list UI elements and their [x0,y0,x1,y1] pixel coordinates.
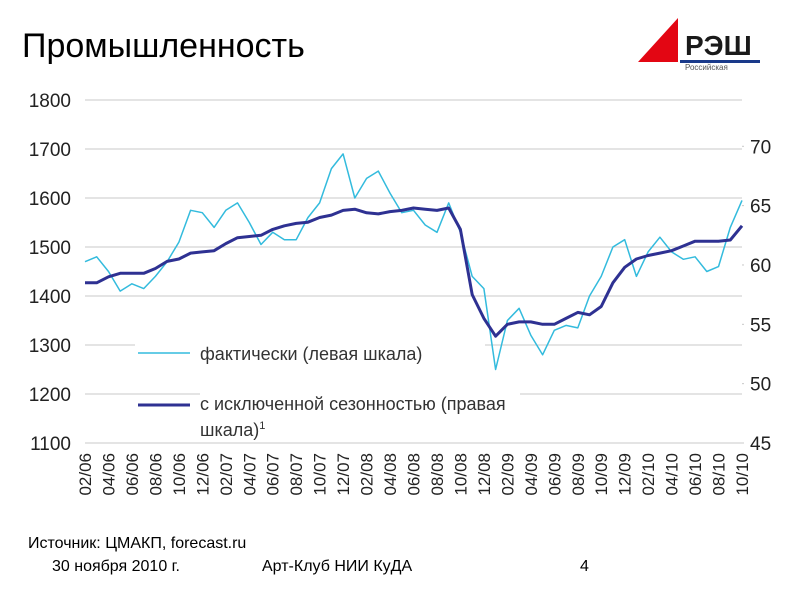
x-tick-label: 08/06 [146,453,165,496]
x-tick-label: 06/09 [545,453,564,496]
x-tick-label: 04/06 [99,453,118,496]
legend-note: 1 [259,420,266,432]
x-tick-label: 06/08 [405,453,424,496]
y-tick-label: 1600 [29,189,71,210]
y-tick-label: 1100 [30,434,71,455]
x-tick-label: 10/08 [451,453,470,496]
x-tick-label: 10/09 [592,453,611,496]
x-tick-label: 12/06 [193,453,212,496]
y-tick-label: 1300 [29,336,71,357]
x-tick-label: 06/07 [264,453,283,496]
x-tick-label: 12/07 [334,453,353,496]
x-tick-label: 08/09 [569,453,588,496]
y2-tick-label: 50 [750,375,771,396]
page-number: 4 [580,558,589,575]
y2-tick-label: 45 [750,434,771,455]
x-tick-label: 04/07 [240,453,259,496]
y2-tick-label: 65 [750,197,771,218]
y-tick-label: 1800 [29,91,71,112]
y-tick-label: 1200 [29,385,71,406]
series-line [85,206,744,338]
title: Промышленность [22,27,305,65]
x-tick-label: 04/09 [522,453,541,496]
source: Источник: ЦМАКП, forecast.ru [28,535,246,552]
y-tick-label: 1700 [29,140,71,161]
legend-entry: с исключенной сезонностью (правая шкала)… [200,393,520,441]
x-tick-label: 10/10 [733,453,752,496]
x-tick-label: 08/08 [428,453,447,496]
x-tick-label: 06/06 [123,453,142,496]
y2-tick-label: 70 [750,137,771,158]
x-tick-label: 02/10 [639,453,658,496]
x-tick-label: 02/07 [217,453,236,496]
y-tick-label: 1500 [29,238,71,259]
legend-label: с исключенной сезонностью (правая шкала) [200,394,506,440]
logo: РЭШ [685,30,752,61]
x-tick-label: 04/10 [663,453,682,496]
y2-tick-label: 60 [750,256,771,277]
x-tick-label: 02/09 [498,453,517,496]
x-tick-label: 06/10 [686,453,705,496]
logo-bar [680,60,760,63]
y-tick-label: 1400 [29,287,71,308]
footer-event: Арт-Клуб НИИ КуДА [262,558,412,575]
logo-subtitle: Российская [685,63,728,72]
x-tick-label: 02/06 [76,453,95,496]
footer-date: 30 ноября 2010 г. [52,558,180,575]
x-tick-label: 08/07 [287,453,306,496]
y2-tick-label: 55 [750,315,771,336]
x-tick-label: 12/08 [475,453,494,496]
series-line [84,153,743,371]
x-tick-label: 02/08 [358,453,377,496]
x-tick-label: 04/08 [381,453,400,496]
logo-mark [638,18,678,62]
x-tick-label: 08/10 [710,453,729,496]
x-tick-label: 12/09 [616,453,635,496]
legend-label: фактически (левая шкала) [200,344,422,364]
legend-bg [135,340,485,364]
x-tick-label: 10/06 [170,453,189,496]
x-tick-label: 10/07 [311,453,330,496]
